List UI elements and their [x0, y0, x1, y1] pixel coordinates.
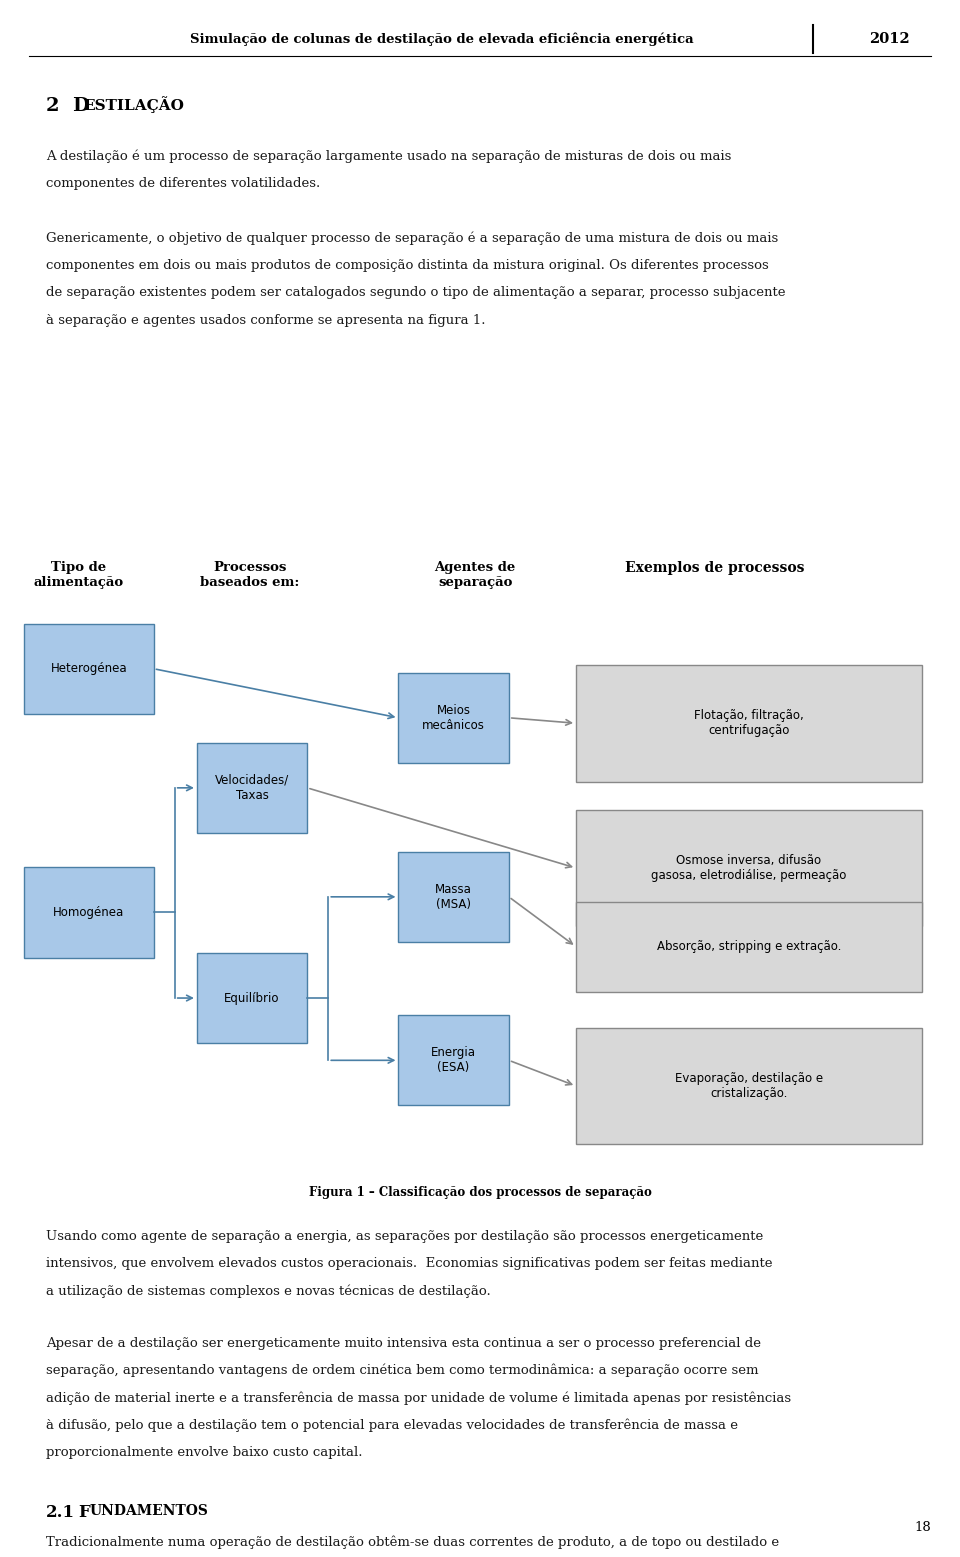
Text: Apesar de a destilação ser energeticamente muito intensiva esta continua a ser o: Apesar de a destilação ser energeticamen…	[46, 1336, 761, 1350]
Text: à difusão, pelo que a destilação tem o potencial para elevadas velocidades de tr: à difusão, pelo que a destilação tem o p…	[46, 1418, 738, 1432]
Text: Evaporação, destilação e
cristalização.: Evaporação, destilação e cristalização.	[675, 1073, 823, 1099]
FancyBboxPatch shape	[24, 623, 154, 713]
Text: separação, apresentando vantagens de ordem cinética bem como termodinâmica: a se: separação, apresentando vantagens de ord…	[46, 1364, 758, 1378]
Text: Usando como agente de separação a energia, as separações por destilação são proc: Usando como agente de separação a energi…	[46, 1230, 763, 1242]
Text: Velocidades/
Taxas: Velocidades/ Taxas	[215, 774, 289, 802]
FancyBboxPatch shape	[197, 743, 307, 833]
Text: UNDAMENTOS: UNDAMENTOS	[89, 1504, 208, 1518]
FancyBboxPatch shape	[197, 953, 307, 1043]
Text: Tipo de
alimentação: Tipo de alimentação	[34, 561, 124, 589]
FancyBboxPatch shape	[398, 673, 509, 763]
Text: Energia
(ESA): Energia (ESA)	[431, 1046, 476, 1074]
Text: Simulação de colunas de destilação de elevada eficiência energética: Simulação de colunas de destilação de el…	[190, 33, 693, 45]
Text: Exemplos de processos: Exemplos de processos	[626, 561, 804, 575]
Text: Tradicionalmente numa operação de destilação obtêm-se duas correntes de produto,: Tradicionalmente numa operação de destil…	[46, 1535, 780, 1549]
Text: a utilização de sistemas complexos e novas técnicas de destilação.: a utilização de sistemas complexos e nov…	[46, 1285, 491, 1299]
Text: Massa
(MSA): Massa (MSA)	[435, 883, 472, 911]
Text: Osmose inversa, difusão
gasosa, eletrodiálise, permeação: Osmose inversa, difusão gasosa, eletrodi…	[651, 855, 847, 881]
Text: A destilação é um processo de separação largamente usado na separação de mistura: A destilação é um processo de separação …	[46, 149, 732, 163]
Text: à separação e agentes usados conforme se apresenta na figura 1.: à separação e agentes usados conforme se…	[46, 315, 486, 327]
Text: Agentes de
separação: Agentes de separação	[435, 561, 516, 589]
Text: componentes de diferentes volatilidades.: componentes de diferentes volatilidades.	[46, 177, 321, 190]
Text: Figura 1 – Classificação dos processos de separação: Figura 1 – Classificação dos processos d…	[308, 1186, 652, 1199]
Text: 2.1: 2.1	[46, 1504, 75, 1521]
Text: Absorção, stripping e extração.: Absorção, stripping e extração.	[657, 940, 841, 953]
Text: 18: 18	[915, 1521, 931, 1534]
FancyBboxPatch shape	[576, 902, 922, 992]
Text: de separação existentes podem ser catalogados segundo o tipo de alimentação a se: de separação existentes podem ser catalo…	[46, 286, 785, 299]
FancyBboxPatch shape	[576, 810, 922, 926]
Text: 2012: 2012	[870, 33, 910, 45]
Text: F: F	[79, 1504, 90, 1521]
Text: intensivos, que envolvem elevados custos operacionais.  Economias significativas: intensivos, que envolvem elevados custos…	[46, 1258, 773, 1271]
Text: 2: 2	[46, 97, 60, 115]
FancyBboxPatch shape	[398, 852, 509, 942]
Text: Genericamente, o objetivo de qualquer processo de separação é a separação de uma: Genericamente, o objetivo de qualquer pr…	[46, 232, 779, 246]
Text: ESTILAÇÃO: ESTILAÇÃO	[84, 97, 184, 114]
Text: D: D	[72, 97, 89, 115]
Text: Flotação, filtração,
centrifugação: Flotação, filtração, centrifugação	[694, 710, 804, 736]
Text: componentes em dois ou mais produtos de composição distinta da mistura original.: componentes em dois ou mais produtos de …	[46, 258, 769, 272]
Text: Meios
mecânicos: Meios mecânicos	[422, 704, 485, 732]
Text: proporcionalmente envolve baixo custo capital.: proporcionalmente envolve baixo custo ca…	[46, 1446, 363, 1459]
FancyBboxPatch shape	[24, 867, 154, 958]
FancyBboxPatch shape	[576, 1028, 922, 1144]
Text: Heterogénea: Heterogénea	[51, 662, 127, 676]
FancyBboxPatch shape	[398, 1015, 509, 1105]
Text: adição de material inerte e a transferência de massa por unidade de volume é lim: adição de material inerte e a transferên…	[46, 1392, 791, 1404]
Text: Processos
baseados em:: Processos baseados em:	[200, 561, 300, 589]
FancyBboxPatch shape	[576, 665, 922, 782]
Text: Homogénea: Homogénea	[53, 906, 125, 919]
Text: Equilíbrio: Equilíbrio	[225, 992, 279, 1004]
